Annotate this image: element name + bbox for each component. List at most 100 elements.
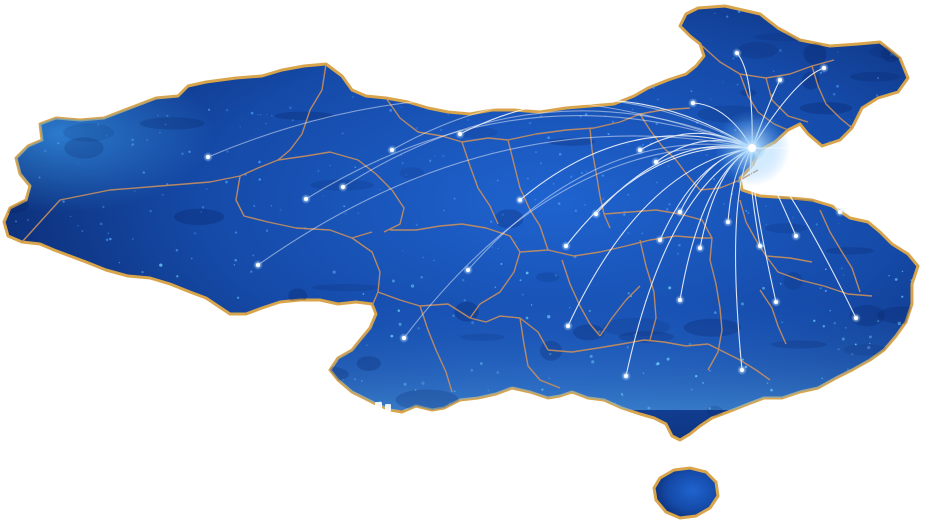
texture-dot	[437, 91, 441, 94]
texture-dot	[632, 56, 635, 59]
texture-dot	[279, 208, 282, 211]
texture-dot	[15, 38, 18, 41]
texture-dot	[487, 389, 490, 392]
border-guizhou-hunan	[599, 285, 641, 337]
texture-dot	[38, 176, 41, 179]
texture-dot	[250, 111, 254, 115]
texture-dot	[87, 388, 90, 391]
texture-dot	[838, 222, 840, 225]
texture-dot	[180, 63, 184, 67]
texture-dot	[555, 10, 557, 13]
city-dot	[338, 182, 348, 192]
texture-dot	[22, 370, 26, 373]
terrain-ridge	[454, 301, 479, 322]
terrain-ridge	[765, 223, 807, 234]
texture-dot	[181, 152, 184, 156]
texture-dot	[892, 43, 894, 45]
texture-dot	[837, 348, 840, 351]
texture-dot	[501, 213, 505, 216]
texture-dot	[917, 423, 918, 427]
terrain-ridge	[478, 19, 497, 32]
texture-dot	[434, 155, 436, 157]
texture-dot	[589, 354, 593, 358]
texture-dot	[564, 27, 567, 31]
terrain-ridge	[494, 209, 524, 229]
texture-dot	[665, 434, 669, 438]
texture-dot	[772, 70, 775, 73]
texture-dot	[55, 282, 59, 286]
texture-dot	[159, 293, 162, 296]
texture-dot	[105, 382, 108, 385]
texture-dot	[907, 97, 910, 100]
texture-dot	[1, 208, 3, 210]
texture-dot	[535, 151, 537, 154]
texture-dot	[695, 121, 699, 124]
texture-dot	[611, 120, 615, 123]
border-xinjiang-tibet	[21, 151, 331, 243]
texture-dot	[574, 209, 578, 212]
texture-dot	[415, 127, 418, 130]
texture-dot	[779, 282, 782, 285]
texture-dot	[39, 328, 44, 332]
texture-dot	[99, 39, 102, 42]
texture-dot	[31, 402, 33, 404]
texture-dot	[642, 143, 645, 146]
texture-dot	[440, 129, 442, 131]
texture-dot	[254, 424, 258, 427]
texture-dot	[155, 2, 157, 4]
route-line	[391, 98, 753, 151]
texture-dot	[611, 53, 614, 55]
border-hunan-jiangxi	[639, 239, 657, 341]
texture-dot	[779, 431, 782, 433]
texture-dot	[569, 307, 571, 309]
city-dot	[651, 157, 661, 167]
texture-dot	[392, 187, 394, 189]
texture-dot	[705, 153, 708, 157]
texture-dot	[206, 10, 210, 13]
texture-dot	[262, 415, 265, 418]
texture-dot	[601, 408, 604, 411]
texture-dot	[525, 316, 529, 320]
texture-dot	[137, 356, 139, 358]
texture-dot	[617, 22, 620, 25]
texture-dot	[832, 92, 836, 96]
texture-dot	[713, 311, 717, 314]
border-yunnan-guizhou	[377, 291, 549, 351]
texture-dot	[494, 286, 496, 288]
texture-dot	[544, 182, 547, 185]
border-zhejiang	[765, 255, 873, 297]
terrain-ridge	[820, 154, 843, 165]
texture-dot	[584, 425, 587, 428]
texture-dot	[580, 172, 583, 174]
texture-dot	[903, 331, 907, 335]
texture-dot	[541, 388, 544, 391]
terrain-ridge	[113, 54, 153, 75]
texture-dot	[548, 421, 552, 425]
texture-dot	[413, 437, 417, 440]
texture-dot	[815, 223, 819, 226]
texture-dot	[500, 37, 503, 39]
city-dot	[635, 145, 645, 155]
texture-dot	[604, 18, 607, 22]
texture-dot	[805, 403, 808, 406]
terrain-ridge	[33, 410, 55, 420]
texture-dot	[131, 238, 134, 240]
texture-dot	[401, 162, 404, 165]
texture-dot	[69, 386, 72, 389]
texture-dot	[460, 434, 464, 438]
texture-dot	[601, 174, 605, 177]
texture-dot	[158, 394, 161, 397]
texture-dot	[829, 310, 831, 312]
terrain-ridge	[288, 288, 308, 304]
texture-dot	[848, 118, 850, 121]
texture-dot	[607, 132, 610, 136]
texture-dot	[260, 347, 265, 351]
texture-dot	[266, 360, 270, 364]
texture-dot	[821, 377, 823, 380]
texture-dot	[668, 203, 671, 206]
texture-dot	[863, 415, 866, 418]
texture-dot	[585, 60, 588, 63]
terrain-ridge	[274, 111, 334, 121]
texture-dot	[131, 143, 134, 146]
texture-dot	[19, 49, 21, 52]
